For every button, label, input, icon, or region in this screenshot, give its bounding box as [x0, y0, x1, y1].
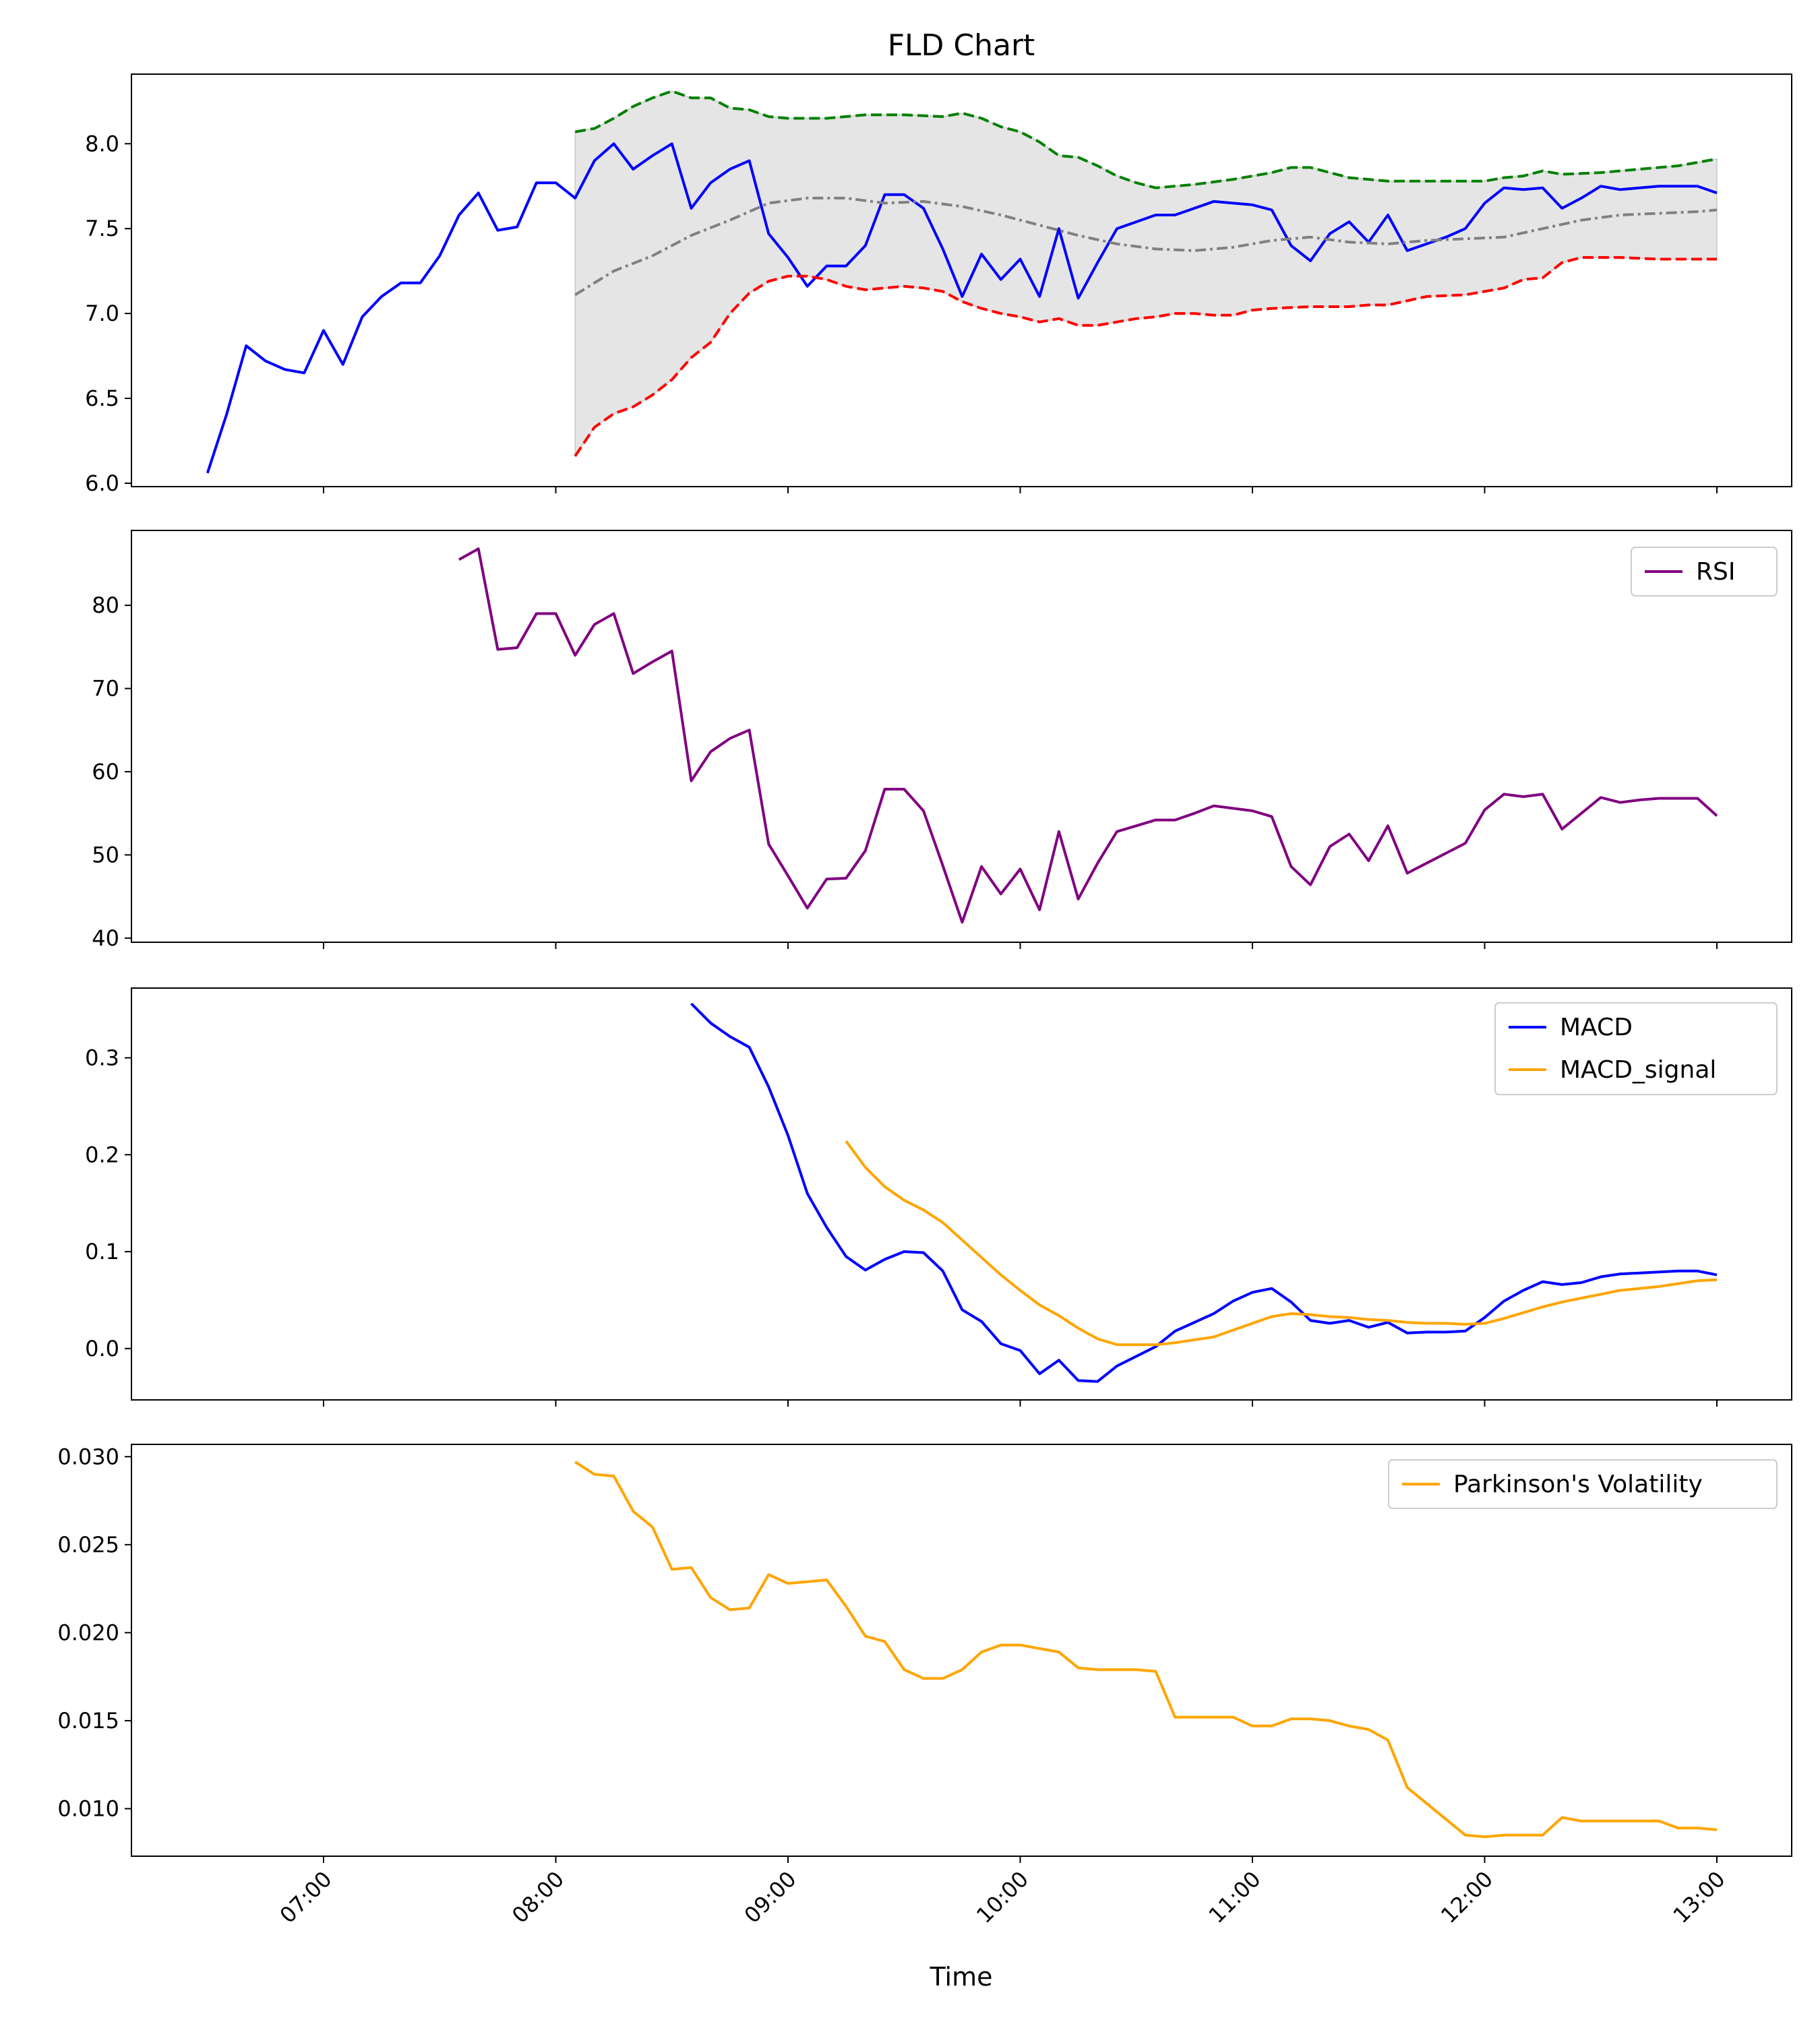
y-tick-label-price: 6.5 [85, 386, 119, 411]
y-tick-label-rsi: 60 [92, 759, 119, 785]
y-tick-label-rsi: 80 [92, 592, 119, 618]
series-line-parkinson-s-volatility [574, 1461, 1718, 1839]
legend-rsi: RSI [1631, 547, 1778, 596]
y-tick-label-price: 6.0 [85, 470, 119, 496]
plot-frame-price [131, 73, 1792, 487]
y-tick-label-macd: 0.3 [85, 1045, 119, 1071]
x-tick-label: 13:00 [1668, 1866, 1730, 1928]
legend-macd: MACD MACD_signal [1494, 1002, 1778, 1095]
panel-price: 6.0 6.5 7.0 7.5 8.0 [85, 73, 1792, 496]
panel-volatility: 0.010 0.015 0.020 0.025 0.030 07:00 08:00 09:00… [57, 1444, 1792, 1928]
y-tick-label-rsi: 50 [92, 842, 119, 867]
plot-frame-rsi [131, 530, 1792, 943]
y-tick-label-volatility: 0.020 [57, 1620, 119, 1645]
x-tick-label: 08:00 [507, 1866, 569, 1928]
y-tick-label-macd: 0.2 [85, 1142, 119, 1167]
panels-layer: 6.0 6.5 7.0 7.5 8.0 40 50 60 70 80 RSI 0.0 0.1 0.2 0.3… [57, 73, 1792, 1928]
legend-box-volatility [1388, 1459, 1778, 1509]
legend-box-macd [1494, 1002, 1778, 1095]
panel-rsi: 40 50 60 70 80 RSI [92, 530, 1792, 951]
legend-label: MACD [1560, 1014, 1633, 1041]
legend-box-rsi [1631, 547, 1778, 596]
y-tick-label-volatility: 0.015 [57, 1708, 119, 1734]
series-line-mid [574, 196, 1718, 297]
y-tick-label-volatility: 0.025 [57, 1532, 119, 1558]
x-tick-label: 11:00 [1204, 1866, 1266, 1928]
y-tick-label-price: 8.0 [85, 131, 119, 156]
series-line-macd [690, 1002, 1718, 1383]
x-tick-label: 07:00 [275, 1866, 337, 1928]
y-tick-label-price: 7.0 [85, 301, 119, 326]
series-line-price [206, 142, 1718, 474]
y-tick-label-macd: 0.0 [85, 1336, 119, 1361]
x-tick-label: 10:00 [971, 1866, 1033, 1928]
series-line-lower [574, 256, 1717, 457]
y-tick-label-volatility: 0.010 [57, 1796, 119, 1822]
series-line-macd-signal [845, 1140, 1718, 1347]
plot-frame-volatility [131, 1444, 1792, 1857]
x-tick-label: 09:00 [739, 1866, 801, 1928]
y-tick-label-macd: 0.1 [85, 1239, 119, 1264]
legend-label: RSI [1696, 558, 1735, 586]
plot-frame-macd [131, 987, 1792, 1401]
y-tick-label-volatility: 0.030 [57, 1444, 119, 1469]
series-line-rsi [458, 547, 1718, 924]
legend-volatility: Parkinson's Volatility [1388, 1459, 1778, 1509]
chart-title: FLD Chart [888, 28, 1035, 63]
y-tick-label-rsi: 40 [92, 925, 119, 951]
series-line-upper [574, 90, 1718, 189]
y-tick-label-rsi: 70 [92, 676, 119, 702]
y-tick-label-price: 7.5 [85, 216, 119, 241]
legend-label: Parkinson's Volatility [1453, 1471, 1703, 1498]
legend-label: MACD_signal [1560, 1056, 1716, 1084]
band-fill-price [574, 90, 1718, 458]
x-axis-title: Time [930, 1962, 993, 1992]
panel-macd: 0.0 0.1 0.2 0.3 MACD MACD_signal [85, 987, 1792, 1407]
x-tick-label: 12:00 [1436, 1866, 1498, 1928]
